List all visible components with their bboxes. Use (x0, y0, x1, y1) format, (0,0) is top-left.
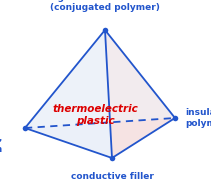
Text: conductive filler: conductive filler (70, 172, 153, 181)
Polygon shape (25, 30, 112, 158)
Text: dopant,
counterion: dopant, counterion (0, 135, 3, 153)
Text: thermoelectric
plastic: thermoelectric plastic (52, 104, 138, 126)
Polygon shape (105, 30, 175, 158)
Text: organic semiconductor
(conjugated polymer): organic semiconductor (conjugated polyme… (47, 0, 163, 12)
Text: insulating
polymer: insulating polymer (185, 108, 211, 128)
Polygon shape (25, 30, 175, 128)
